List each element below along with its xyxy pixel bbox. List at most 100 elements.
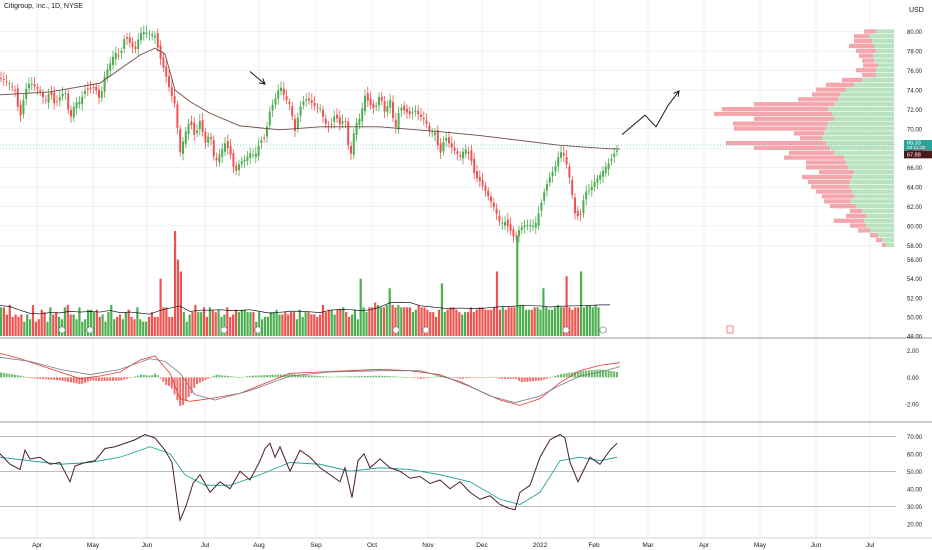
macd-hist-420 [420, 377, 422, 379]
candle-body-26 [25, 88, 28, 99]
macd-hist-375 [375, 375, 378, 378]
candle-body-79 [78, 101, 81, 105]
volume-bar-128 [371, 307, 374, 336]
candle-body-603 [602, 170, 604, 177]
macd-hist-109 [109, 377, 112, 381]
vp-up-22 [822, 136, 894, 141]
macd-hist-118 [117, 377, 120, 381]
macd-hist-585 [585, 370, 588, 378]
price-axis[interactable]: 58.0060.0062.0064.0066.0068.0070.0072.00… [904, 30, 932, 528]
candle-body-410 [408, 111, 411, 115]
macd-hist-182 [182, 377, 184, 405]
volume-bar-182 [527, 309, 530, 336]
time-label-3: Jul [201, 542, 210, 549]
candle-body-309 [308, 98, 310, 101]
candle-body-323 [322, 109, 324, 117]
event-marker-0 [58, 326, 66, 334]
candle-body-614 [613, 153, 616, 157]
rsi-ma-line [0, 446, 618, 505]
rsi-panel[interactable] [0, 433, 896, 523]
macd-tick-0: 2.00 [907, 349, 919, 355]
macd-hist-11 [11, 374, 14, 378]
candle-body-466 [464, 149, 467, 154]
event-marker-3 [254, 326, 262, 334]
candle-body-340 [338, 117, 341, 125]
candle-body-21 [19, 104, 22, 116]
macd-hist-143 [142, 374, 145, 378]
macd-hist-176 [176, 377, 179, 401]
chart-title: Citigroup, Inc., 1D, NYSE [4, 3, 83, 10]
volume-bar-13 [37, 319, 40, 336]
candle-body-429 [428, 125, 431, 131]
volume-bar-146 [423, 307, 426, 336]
vp-down-30 [802, 174, 852, 180]
volume-bar-68 [197, 312, 200, 336]
candle-body-205 [204, 131, 207, 143]
candle-body-595 [593, 181, 596, 188]
candle-body-239 [238, 164, 240, 171]
macd-hist-602 [602, 369, 604, 378]
macd-hist-84 [84, 377, 86, 383]
macd-hist-395 [394, 376, 397, 378]
price-tick-0: 58.00 [907, 244, 923, 250]
macd-hist-6 [5, 373, 8, 378]
volume-bar-92 [266, 316, 269, 336]
candle-body-569 [568, 166, 571, 178]
event-marker-6 [562, 326, 570, 334]
volume-bar-103 [298, 309, 301, 336]
volume-bar-141 [408, 307, 412, 336]
macd-hist-157 [156, 375, 159, 378]
candle-body-452 [450, 143, 453, 148]
candle-body-564 [562, 153, 565, 156]
time-axis[interactable]: Apr May Jun Jul Aug Sep Oct Nov Dec 2022 Feb Mar Apr… [32, 542, 875, 549]
volume-bar-100 [290, 312, 293, 336]
candle-body-18 [16, 88, 19, 107]
macd-hist-426 [425, 377, 428, 379]
candle-body-312 [310, 100, 313, 103]
volume-bar-101 [292, 312, 296, 336]
vp-down-26 [784, 155, 844, 160]
candle-body-343 [341, 121, 344, 124]
candle-body-553 [551, 171, 554, 177]
candle-body-583 [582, 200, 585, 214]
candle-body-609 [607, 163, 610, 170]
volume-bar-29 [84, 319, 87, 336]
candle-body-544 [543, 192, 546, 201]
volume-bar-127 [368, 307, 371, 336]
macd-hist-330 [330, 376, 333, 378]
macd-hist-479 [478, 377, 481, 378]
macd-hist-70 [70, 377, 72, 383]
volume-bar-95 [275, 309, 278, 336]
volume-bar-154 [446, 309, 449, 336]
vp-up-1 [869, 34, 894, 39]
macd-hist-484 [484, 377, 487, 378]
candle-body-393 [392, 101, 394, 118]
volume-bar-162 [469, 307, 472, 336]
volume-bar-110 [319, 314, 322, 336]
vp-down-42 [870, 233, 878, 238]
time-label-14: Jun [811, 542, 822, 549]
volume-bar-130 [377, 304, 380, 336]
candle-body-233 [232, 153, 235, 167]
candle-body-245 [243, 160, 246, 162]
candle-body-586 [585, 191, 588, 200]
macd-hist-577 [576, 371, 579, 378]
macd-hist-417 [417, 377, 420, 379]
time-label-10: Feb [588, 542, 600, 549]
macd-hist-378 [378, 375, 380, 378]
candle-body-23 [22, 99, 25, 115]
macd-hist-476 [476, 377, 478, 378]
candle-body-147 [145, 32, 148, 34]
volume-bar-104 [301, 316, 304, 336]
price-panel[interactable] [0, 25, 896, 248]
volume-panel[interactable] [0, 230, 734, 336]
macd-panel[interactable] [0, 352, 621, 407]
volume-bar-167 [484, 309, 487, 336]
candle-body-561 [560, 152, 562, 158]
vp-up-43 [882, 238, 894, 243]
candle-body-413 [411, 112, 414, 114]
candle-body-567 [565, 157, 568, 165]
macd-hist-45 [44, 377, 47, 380]
candle-body-144 [142, 32, 145, 35]
